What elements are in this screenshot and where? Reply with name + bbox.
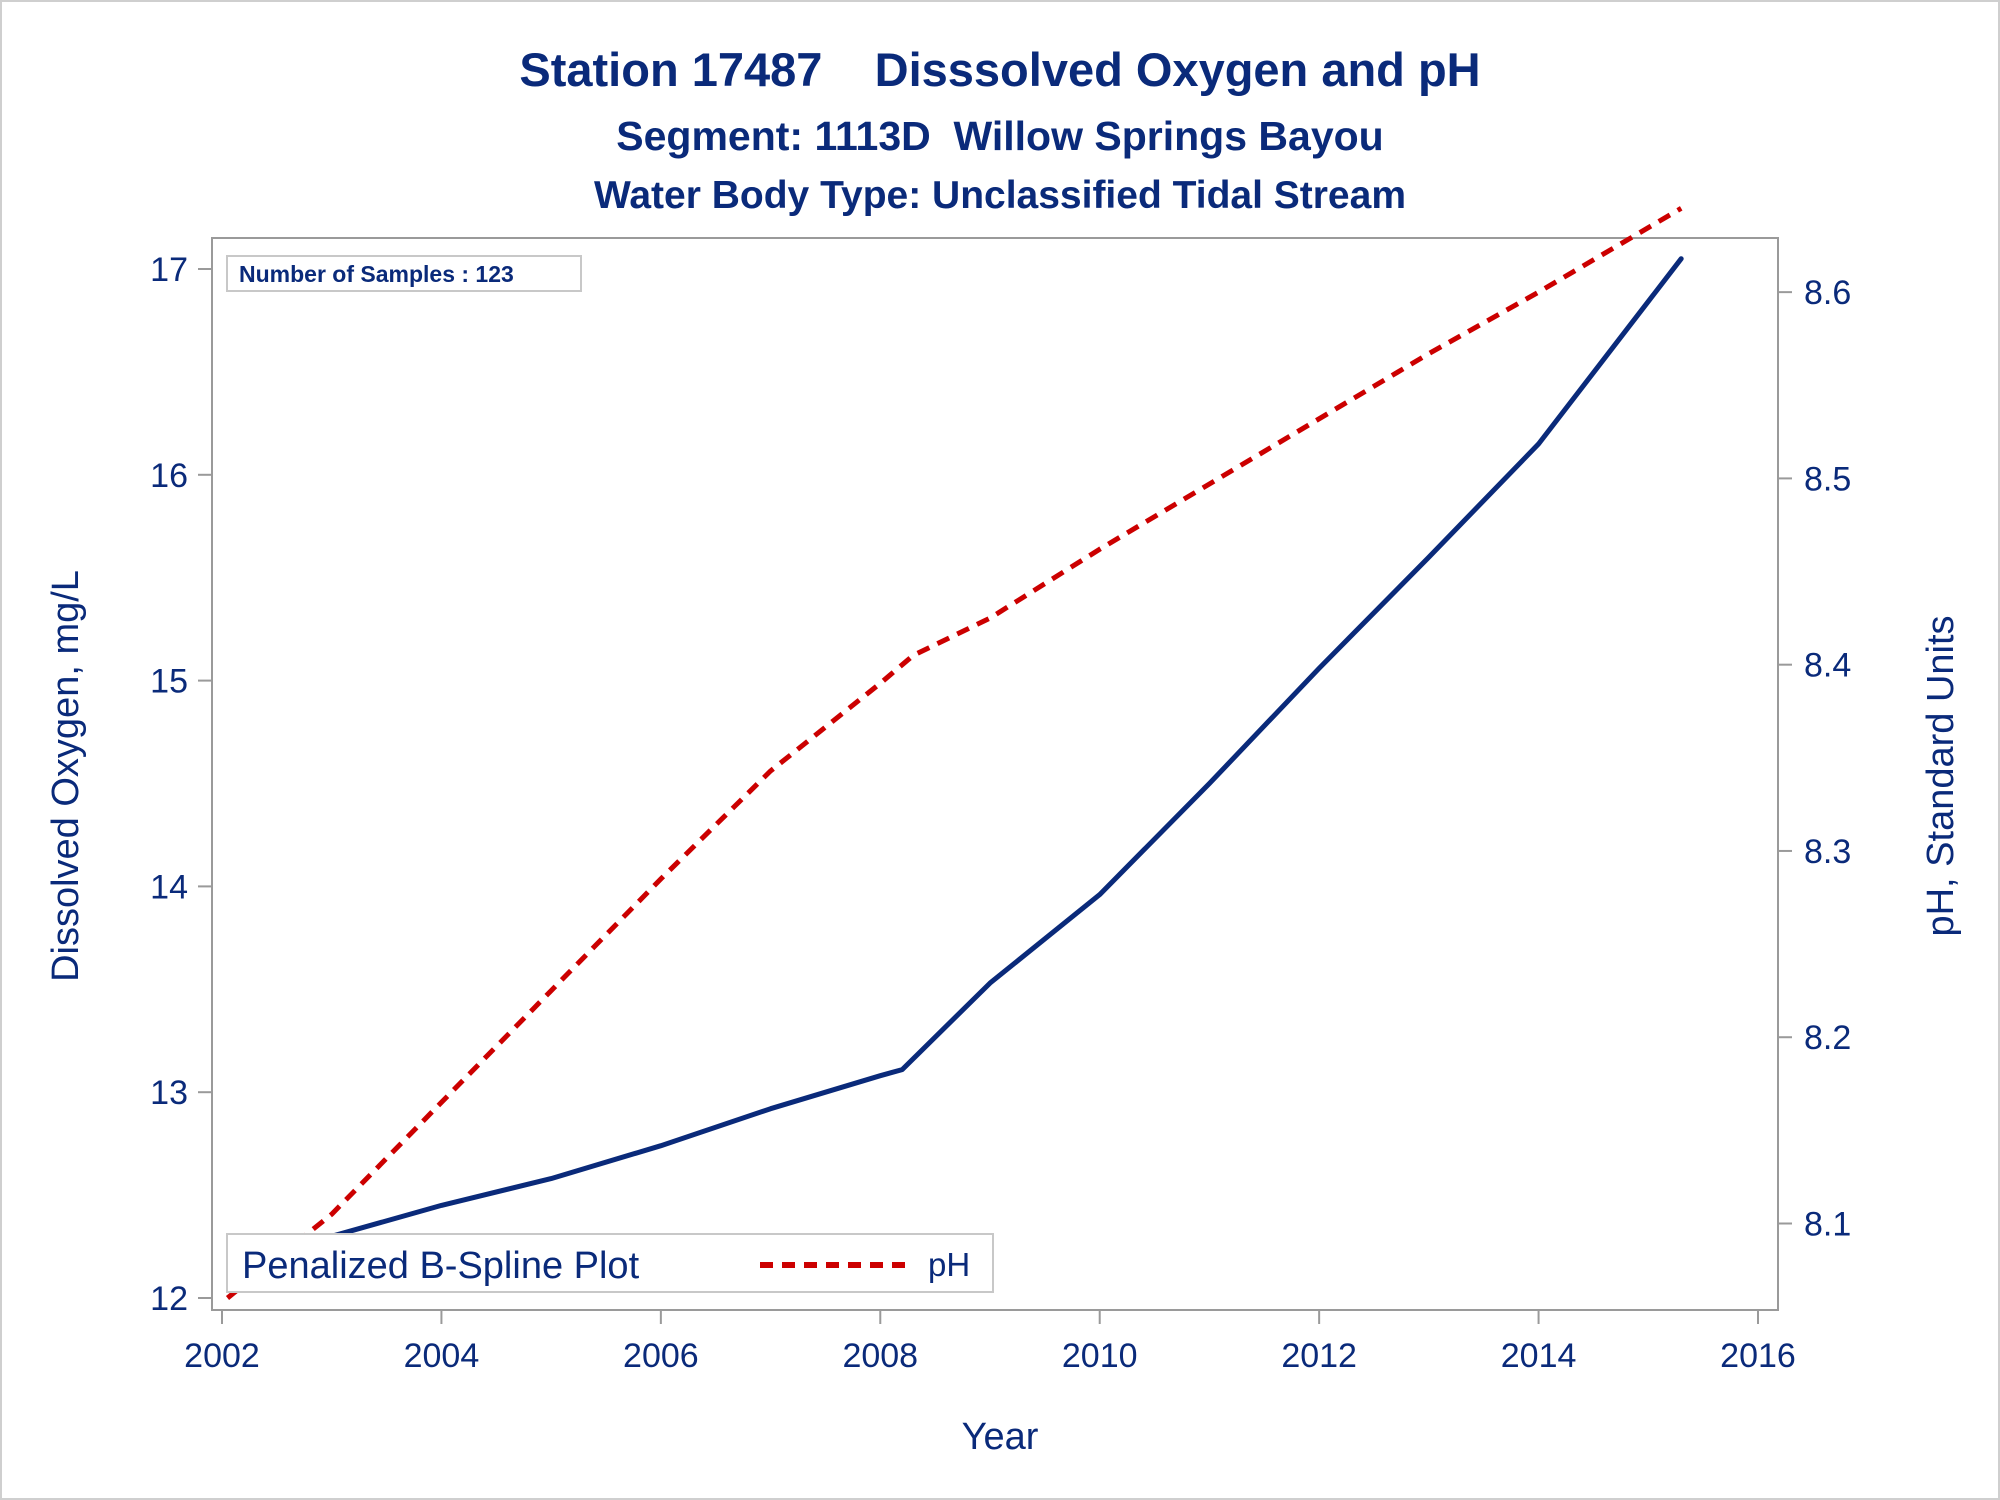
x-tick-label: 2010 (1062, 1337, 1138, 1375)
y2-tick-label: 8.1 (1804, 1205, 1851, 1243)
x-tick-label: 2004 (404, 1337, 480, 1375)
y-tick-label: 16 (150, 457, 188, 495)
chart-subtitle: Segment: 1113D Willow Springs Bayou (616, 113, 1383, 159)
y-tick-label: 13 (150, 1074, 188, 1112)
y2-tick-label: 8.6 (1804, 274, 1851, 312)
x-tick-label: 2002 (184, 1337, 260, 1375)
x-tick-label: 2008 (842, 1337, 918, 1375)
y-tick-label: 15 (150, 663, 188, 701)
y2-tick-label: 8.2 (1804, 1019, 1851, 1057)
y-tick-label: 14 (150, 868, 188, 906)
chart-title: Station 17487 Disssolved Oxygen and pH (519, 43, 1480, 96)
sample-count-box: Number of Samples : 123 (226, 255, 582, 292)
x-axis-label: Year (962, 1416, 1039, 1458)
ph-spline-line (225, 206, 1683, 1300)
x-tick-label: 2014 (1501, 1337, 1577, 1375)
legend: Penalized B-Spline Plot pH (226, 1233, 994, 1293)
y-axis-left: 12 13 14 15 16 17 (150, 251, 212, 1318)
y-axis-label: Dissolved Oxygen, mg/L (45, 570, 87, 982)
y2-tick-label: 8.4 (1804, 647, 1851, 685)
y2-tick-label: 8.5 (1804, 460, 1851, 498)
legend-frame (226, 1233, 994, 1293)
y-tick-label: 12 (150, 1280, 188, 1318)
x-axis: 2002 2004 2006 2008 2010 2012 2014 2016 (184, 1310, 1796, 1375)
legend-title: Penalized B-Spline Plot (242, 1245, 640, 1287)
y-tick-label: 17 (150, 251, 188, 289)
sample-count-frame (226, 255, 582, 292)
y-axis-right: 8.1 8.2 8.3 8.4 8.5 8.6 (1778, 274, 1851, 1243)
y2-tick-label: 8.3 (1804, 833, 1851, 871)
x-tick-label: 2012 (1281, 1337, 1357, 1375)
y2-axis-label: pH, Standard Units (1920, 615, 1962, 936)
plot-area-frame (211, 237, 1779, 1311)
sample-count-text: Number of Samples : 123 (239, 261, 514, 287)
x-tick-label: 2016 (1720, 1337, 1796, 1375)
chart-subtitle-2: Water Body Type: Unclassified Tidal Stre… (594, 174, 1406, 217)
x-tick-label: 2006 (623, 1337, 699, 1375)
series-layer (225, 206, 1684, 1300)
dissolved-oxygen-spline-line (230, 256, 1684, 1256)
legend-ph-label: pH (928, 1246, 970, 1283)
